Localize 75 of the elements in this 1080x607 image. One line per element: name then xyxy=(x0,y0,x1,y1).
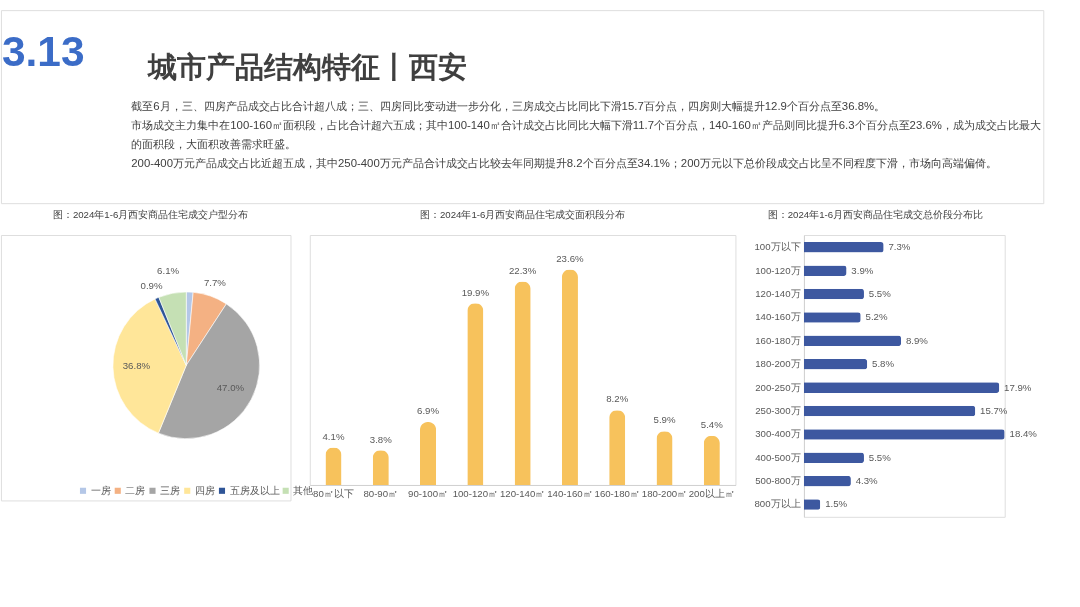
bar xyxy=(803,288,864,300)
bar xyxy=(803,382,1000,393)
data-label: 5.5% xyxy=(868,287,892,299)
bar xyxy=(803,335,902,347)
data-label: 0.9% xyxy=(140,279,163,291)
y-tick-label: 800万以上 xyxy=(754,498,801,510)
data-label: 6.1% xyxy=(157,265,180,277)
data-label: 3.9% xyxy=(851,264,874,276)
x-tick-label: 180-200㎡ xyxy=(641,488,688,500)
data-label: 4.1% xyxy=(322,430,345,442)
bar xyxy=(803,265,847,276)
chart-title: 图：2024年1-6月西安商品住宅成交总价段分布比 xyxy=(767,208,984,220)
data-label: 15.7% xyxy=(980,404,1008,416)
bar xyxy=(467,303,484,485)
bar xyxy=(803,405,976,417)
bar xyxy=(609,410,626,485)
y-tick-label: 180-200万 xyxy=(755,358,801,370)
text: 市场成交主力集中在100-160㎡面积段，占比合计超六五成；其中100-140㎡合计成交占比同比大幅下滑11.7个百分点，140-160㎡产品则同比提升6.3个百分点至23.6%，成为成交占比最大的面积段，大面积改善需求旺盛。 xyxy=(131,118,1041,150)
x-tick-label: 140-160㎡ xyxy=(547,488,593,500)
data-label: 8.9% xyxy=(905,334,929,346)
data-label: 5.8% xyxy=(872,358,895,370)
y-tick-label: 250-300万 xyxy=(755,404,801,416)
bar xyxy=(514,281,531,485)
bar xyxy=(420,422,437,485)
legend-label: 二房 xyxy=(125,484,146,496)
text: 城市产品结构特征丨西安 xyxy=(145,50,467,83)
data-label: 18.4% xyxy=(1009,428,1038,440)
data-label: 8.2% xyxy=(606,393,629,405)
y-tick-label: 140-160万 xyxy=(755,311,801,323)
text: 截至6月，三、四房产品成交占比合计超八成；三、四房同比变动进一步分化，三房成交占比同比下滑15.7百分点，四房则大幅提升12.9个百分点至36.8%。 xyxy=(131,100,886,113)
bar xyxy=(803,452,864,464)
data-label: 47.0% xyxy=(216,382,245,394)
text: 3.13 xyxy=(1,28,85,76)
data-label: 5.2% xyxy=(865,311,888,323)
text: 200-400万元产品成交占比近超五成，其中250-400万元产品合计成交占比较去年同期提升8.2个百分点至34.1%；200万元以下总价段成交占比呈不同程度下滑，市场向高端偏倚。 xyxy=(131,156,997,169)
y-tick-label: 100万以下 xyxy=(754,241,801,253)
data-label: 7.3% xyxy=(888,241,911,253)
data-label: 17.9% xyxy=(1004,381,1032,393)
x-tick-label: 80-90㎡ xyxy=(363,488,399,500)
legend-label: 一房 xyxy=(90,484,111,496)
legend-label: 其他 xyxy=(293,484,314,496)
legend-label: 五房及以上 xyxy=(229,484,280,496)
y-tick-label: 500-800万 xyxy=(755,475,801,487)
y-tick-label: 300-400万 xyxy=(755,428,801,440)
chart-title: 图：2024年1-6月西安商品住宅成交户型分布 xyxy=(52,208,249,220)
data-label: 36.8% xyxy=(122,360,151,372)
x-tick-label: 200以上㎡ xyxy=(688,488,735,500)
data-label: 22.3% xyxy=(508,264,537,276)
data-label: 1.5% xyxy=(825,498,848,510)
chart-title: 图：2024年1-6月西安商品住宅成交面积段分布 xyxy=(419,208,626,220)
bar xyxy=(561,269,578,485)
x-tick-label: 90-100㎡ xyxy=(408,488,449,500)
data-label: 7.7% xyxy=(203,277,227,289)
y-tick-label: 400-500万 xyxy=(755,451,801,463)
data-label: 19.9% xyxy=(461,286,490,298)
legend-label: 三房 xyxy=(160,484,181,496)
legend-label: 四房 xyxy=(194,484,215,496)
y-tick-label: 160-180万 xyxy=(755,334,801,346)
y-tick-label: 100-120万 xyxy=(755,264,801,276)
bar xyxy=(803,358,868,370)
data-label: 5.9% xyxy=(653,414,676,426)
y-tick-label: 200-250万 xyxy=(755,381,801,393)
data-label: 5.5% xyxy=(868,451,892,463)
data-label: 4.3% xyxy=(855,475,879,487)
data-label: 3.8% xyxy=(369,433,393,445)
y-tick-label: 120-140万 xyxy=(755,287,801,299)
bar xyxy=(803,242,884,253)
data-label: 5.4% xyxy=(700,418,724,430)
data-label: 23.6% xyxy=(556,252,585,264)
data-label: 6.9% xyxy=(417,405,440,417)
bar xyxy=(803,475,851,487)
x-tick-label: 100-120㎡ xyxy=(452,488,499,500)
x-tick-label: 160-180㎡ xyxy=(594,488,640,500)
x-tick-label: 120-140㎡ xyxy=(499,488,546,500)
x-tick-label: 80㎡以下 xyxy=(313,488,354,500)
